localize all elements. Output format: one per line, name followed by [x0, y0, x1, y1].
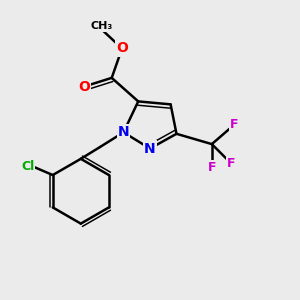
Text: CH₃: CH₃	[90, 21, 112, 31]
Text: Cl: Cl	[21, 160, 34, 173]
Text: F: F	[230, 118, 238, 131]
Text: N: N	[144, 142, 156, 155]
Text: F: F	[227, 157, 235, 170]
Text: F: F	[208, 161, 216, 174]
Text: N: N	[118, 125, 129, 139]
Text: O: O	[78, 80, 90, 94]
Text: O: O	[116, 41, 128, 56]
